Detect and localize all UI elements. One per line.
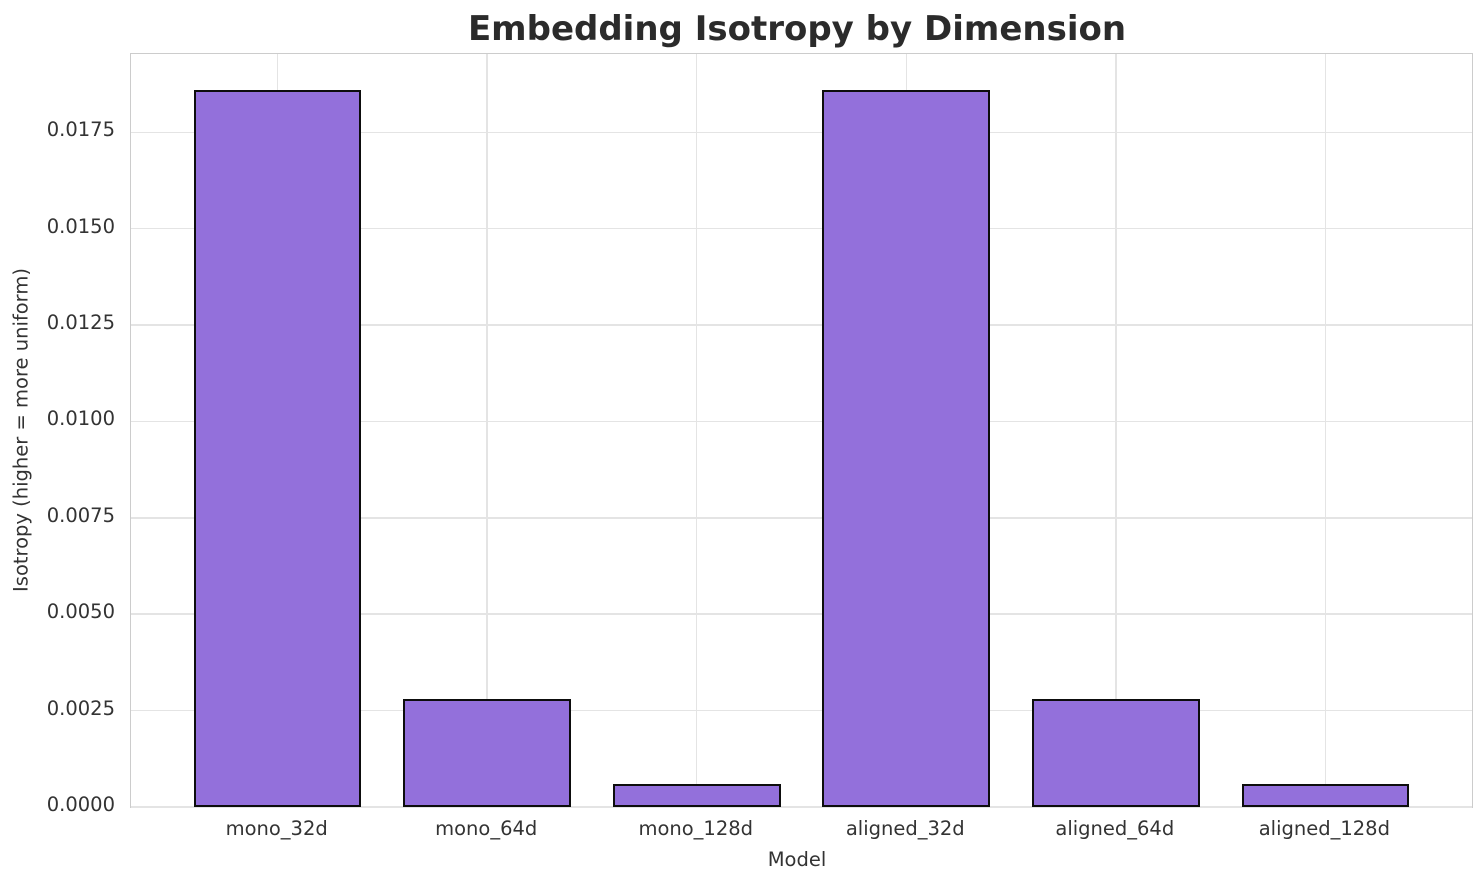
bar-mono_64d [403, 699, 572, 807]
x-tick-label-aligned_128d: aligned_128d [1258, 817, 1390, 840]
x-tick-label-mono_32d: mono_32d [225, 817, 328, 840]
gridline-y-0.0125 [131, 324, 1472, 326]
x-tick-label-mono_64d: mono_64d [435, 817, 538, 840]
x-tick-label-mono_128d: mono_128d [638, 817, 754, 840]
y-tick-label-0.0100: 0.0100 [46, 407, 115, 431]
plot-area [130, 53, 1473, 808]
gridline-x-aligned_64d [1115, 54, 1117, 807]
y-tick-label-0.0150: 0.0150 [46, 214, 115, 238]
gridline-x-mono_64d [486, 54, 488, 807]
y-tick-label-0.0075: 0.0075 [46, 503, 115, 527]
bar-aligned_128d [1241, 783, 1410, 807]
gridline-y-0.0025 [131, 709, 1472, 712]
y-tick-label-0.0000: 0.0000 [46, 793, 115, 816]
gridline-y-0.0175 [131, 131, 1472, 134]
gridline-y-0.0000 [131, 806, 1472, 808]
bar-aligned_32d [822, 89, 991, 807]
x-axis-label: Model [767, 848, 827, 871]
x-tick-label-aligned_32d: aligned_32d [845, 817, 965, 840]
chart-title: Embedding Isotropy by Dimension [467, 9, 1127, 49]
x-tick-label-aligned_64d: aligned_64d [1055, 817, 1175, 840]
bar-mono_128d [612, 783, 781, 807]
gridline-y-0.0150 [131, 227, 1472, 230]
y-tick-label-0.0025: 0.0025 [46, 696, 115, 720]
y-tick-label-0.0125: 0.0125 [46, 311, 115, 335]
bar-mono_32d [193, 89, 362, 807]
bar-aligned_64d [1031, 699, 1200, 807]
gridline-y-0.0050 [131, 613, 1472, 615]
gridline-y-0.0100 [131, 420, 1472, 423]
gridline-x-mono_128d [695, 54, 698, 807]
gridline-y-0.0075 [131, 517, 1472, 519]
gridline-x-aligned_128d [1324, 54, 1327, 807]
y-tick-label-0.0050: 0.0050 [46, 600, 115, 624]
y-tick-label-0.0175: 0.0175 [46, 118, 115, 142]
